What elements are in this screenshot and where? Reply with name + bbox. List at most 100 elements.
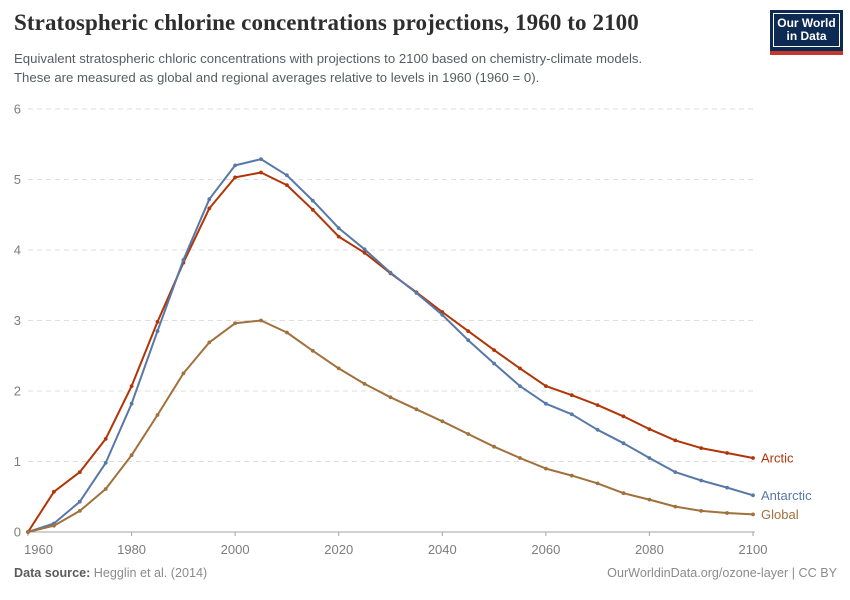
- x-tick-label: 2100: [739, 542, 768, 557]
- data-point-arctic[interactable]: [233, 175, 238, 180]
- data-point-antarctic[interactable]: [233, 163, 238, 168]
- data-source-label: Data source:: [14, 566, 91, 580]
- data-source: Data source: Hegglin et al. (2014): [14, 566, 207, 580]
- data-point-global[interactable]: [699, 509, 704, 513]
- data-point-arctic[interactable]: [466, 329, 471, 333]
- data-point-global[interactable]: [336, 366, 341, 371]
- data-point-antarctic[interactable]: [621, 441, 626, 446]
- data-point-global[interactable]: [129, 453, 134, 458]
- data-point-antarctic[interactable]: [336, 226, 341, 231]
- data-point-global[interactable]: [181, 371, 186, 376]
- data-point-global[interactable]: [310, 348, 315, 353]
- data-point-arctic[interactable]: [595, 403, 600, 407]
- data-point-arctic[interactable]: [725, 451, 729, 455]
- data-point-antarctic[interactable]: [181, 258, 186, 262]
- data-point-arctic[interactable]: [155, 320, 160, 324]
- data-point-arctic[interactable]: [336, 234, 341, 239]
- data-point-global[interactable]: [544, 466, 548, 471]
- x-tick-label: 1960: [24, 542, 53, 557]
- data-source-value: Hegglin et al. (2014): [93, 566, 208, 580]
- data-point-global[interactable]: [388, 395, 393, 400]
- data-point-antarctic[interactable]: [492, 361, 496, 366]
- y-tick-label: 4: [14, 243, 21, 258]
- data-point-antarctic[interactable]: [673, 470, 678, 474]
- data-point-antarctic[interactable]: [77, 499, 82, 504]
- data-point-global[interactable]: [518, 456, 522, 460]
- x-tick-label: 2060: [531, 542, 560, 557]
- series-line-antarctic[interactable]: [27, 158, 754, 533]
- y-tick-label: 6: [14, 102, 21, 117]
- data-point-antarctic[interactable]: [155, 329, 160, 333]
- data-point-arctic[interactable]: [310, 207, 315, 212]
- legend-label-antarctic[interactable]: Antarctic: [761, 488, 812, 503]
- data-point-antarctic[interactable]: [647, 456, 652, 460]
- data-point-antarctic[interactable]: [285, 173, 289, 178]
- data-point-global[interactable]: [285, 330, 289, 335]
- data-point-global[interactable]: [440, 419, 445, 424]
- legend-label-arctic[interactable]: Arctic: [761, 450, 794, 465]
- data-point-arctic[interactable]: [362, 250, 367, 255]
- data-point-arctic[interactable]: [207, 206, 212, 211]
- data-point-global[interactable]: [52, 523, 56, 528]
- legend-label-global[interactable]: Global: [761, 507, 799, 522]
- data-point-arctic[interactable]: [285, 183, 289, 188]
- data-point-global[interactable]: [362, 382, 367, 386]
- data-point-antarctic[interactable]: [595, 427, 600, 432]
- data-point-arctic[interactable]: [518, 366, 522, 371]
- data-point-antarctic[interactable]: [440, 313, 445, 317]
- owid-logo[interactable]: Our World in Data: [770, 10, 843, 55]
- data-point-antarctic[interactable]: [362, 247, 367, 252]
- data-point-global[interactable]: [259, 318, 263, 323]
- data-point-arctic[interactable]: [492, 348, 496, 352]
- data-point-antarctic[interactable]: [207, 197, 212, 202]
- data-point-global[interactable]: [673, 504, 678, 509]
- data-point-global[interactable]: [414, 407, 419, 412]
- data-point-antarctic[interactable]: [725, 485, 729, 490]
- data-point-antarctic[interactable]: [129, 401, 134, 406]
- subtitle-line-1: Equivalent stratospheric chloric concent…: [14, 51, 643, 66]
- data-point-arctic[interactable]: [569, 393, 574, 398]
- data-point-global[interactable]: [466, 432, 471, 436]
- data-point-global[interactable]: [103, 487, 108, 491]
- data-point-global[interactable]: [77, 509, 82, 513]
- data-point-arctic[interactable]: [621, 414, 626, 419]
- data-point-global[interactable]: [647, 497, 652, 502]
- data-point-arctic[interactable]: [103, 437, 108, 441]
- data-point-global[interactable]: [569, 473, 574, 478]
- data-point-global[interactable]: [751, 512, 755, 517]
- data-point-global[interactable]: [595, 481, 600, 486]
- data-point-global[interactable]: [26, 530, 30, 534]
- series-line-arctic[interactable]: [27, 171, 754, 533]
- credit-link[interactable]: OurWorldinData.org/ozone-layer | CC BY: [607, 566, 837, 580]
- data-point-arctic[interactable]: [751, 456, 755, 460]
- data-point-global[interactable]: [492, 444, 496, 449]
- data-point-antarctic[interactable]: [310, 198, 315, 203]
- data-point-antarctic[interactable]: [466, 338, 471, 343]
- data-point-antarctic[interactable]: [544, 401, 548, 406]
- data-point-arctic[interactable]: [259, 170, 263, 175]
- data-point-arctic[interactable]: [647, 427, 652, 431]
- data-point-arctic[interactable]: [544, 384, 548, 388]
- data-point-arctic[interactable]: [699, 446, 704, 450]
- data-point-global[interactable]: [207, 340, 212, 345]
- data-point-arctic[interactable]: [129, 384, 134, 388]
- data-point-global[interactable]: [621, 491, 626, 496]
- data-point-antarctic[interactable]: [569, 412, 574, 417]
- owid-logo-stripe: [770, 51, 843, 55]
- data-point-antarctic[interactable]: [414, 291, 419, 295]
- data-point-antarctic[interactable]: [699, 478, 704, 483]
- data-point-antarctic[interactable]: [259, 157, 263, 162]
- data-point-antarctic[interactable]: [103, 461, 108, 465]
- data-point-arctic[interactable]: [77, 470, 82, 474]
- data-point-global[interactable]: [233, 321, 238, 326]
- data-point-antarctic[interactable]: [518, 384, 522, 388]
- data-point-arctic[interactable]: [52, 489, 56, 494]
- data-point-global[interactable]: [725, 511, 729, 515]
- data-point-arctic[interactable]: [673, 438, 678, 443]
- data-point-global[interactable]: [155, 413, 160, 417]
- owid-logo-line2: in Data: [786, 29, 827, 43]
- data-point-antarctic[interactable]: [388, 270, 393, 275]
- data-point-antarctic[interactable]: [751, 493, 755, 498]
